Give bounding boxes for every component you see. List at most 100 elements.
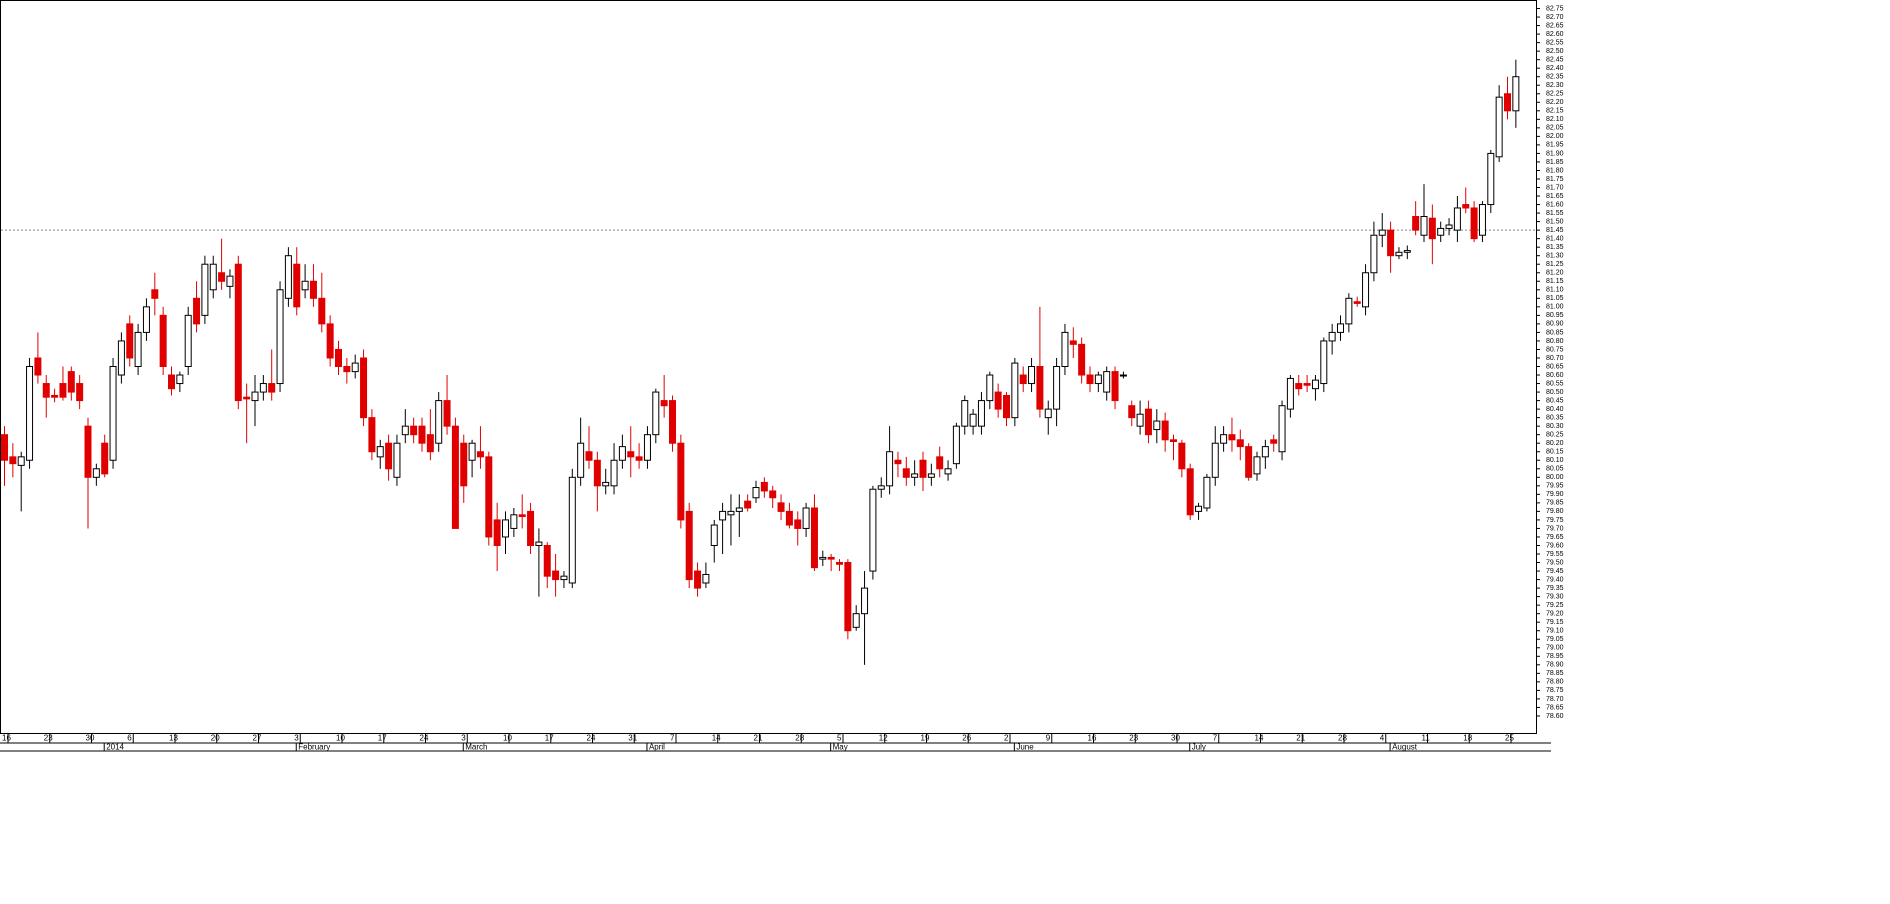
x-tick-label: 5 [837, 734, 842, 743]
y-tick-label: 79.25 [1546, 602, 1564, 609]
candle-body [919, 459, 927, 478]
candle-body [643, 434, 651, 461]
candle-body [9, 456, 17, 465]
plot-frame [0, 0, 1537, 734]
y-tick-label: 79.95 [1546, 483, 1564, 490]
y-tick-label: 79.50 [1546, 559, 1564, 566]
candle-body [193, 297, 201, 325]
y-tick-label: 82.45 [1546, 57, 1564, 64]
candle-body [702, 573, 710, 584]
candle-body [426, 434, 434, 453]
candle-body [1053, 366, 1061, 410]
candle-body [1462, 204, 1470, 209]
candle-body [769, 490, 777, 499]
candle-body [1495, 96, 1503, 158]
candle-body [435, 400, 443, 444]
candle-body [1445, 224, 1453, 229]
candle-body [568, 476, 576, 584]
x-tick-label: 23 [1129, 734, 1138, 743]
candle-body [1295, 383, 1303, 390]
candle-body [810, 507, 818, 569]
candle-body [318, 297, 326, 325]
y-tick-label: 82.60 [1546, 31, 1564, 38]
candle-body [1236, 439, 1244, 448]
candle-body [744, 500, 752, 509]
month-label: February [298, 743, 330, 752]
candle-body [502, 519, 509, 538]
candle-body [685, 510, 693, 581]
candle-body [67, 371, 75, 393]
candle-body [1094, 374, 1102, 385]
candle-body [1061, 331, 1069, 368]
y-tick-label: 80.60 [1546, 372, 1564, 379]
y-tick-label: 80.45 [1546, 397, 1564, 404]
x-tick-label: 26 [962, 734, 971, 743]
candle-body [618, 446, 626, 461]
candle-body [360, 357, 368, 419]
candle-body [535, 541, 543, 546]
candle-body [234, 263, 242, 402]
x-tick-label: 14 [712, 734, 721, 743]
candle-body [1011, 362, 1019, 419]
candle-body [977, 400, 985, 427]
month-label: March [465, 743, 487, 752]
month-label: May [833, 743, 848, 752]
candle-body [819, 556, 827, 560]
candle-body [393, 442, 401, 478]
x-tick-label: 24 [420, 734, 429, 743]
candle-body [1428, 217, 1436, 240]
x-tick-label: 24 [587, 734, 596, 743]
y-tick-label: 80.95 [1546, 312, 1564, 319]
candle-body [952, 425, 960, 465]
candle-body [1211, 442, 1219, 478]
x-tick-label: 28 [1338, 734, 1347, 743]
candle-body [1412, 215, 1420, 231]
candle-body [418, 425, 426, 444]
candle-body [126, 323, 134, 359]
y-tick-label: 79.75 [1546, 517, 1564, 524]
candle-body [443, 400, 451, 427]
y-tick-label: 81.70 [1546, 184, 1564, 191]
y-tick-label: 78.90 [1546, 662, 1564, 669]
x-tick-label: 30 [1171, 734, 1180, 743]
x-tick-label: 18 [1463, 734, 1472, 743]
candle-body [1028, 366, 1036, 385]
candle-body [694, 570, 702, 589]
candle-body [1111, 371, 1119, 402]
candle-body [493, 519, 501, 546]
y-tick-label: 79.55 [1546, 551, 1564, 558]
y-tick-label: 79.10 [1546, 628, 1564, 635]
y-tick-label: 81.50 [1546, 218, 1564, 225]
candle-body [961, 400, 969, 427]
candle-body [142, 306, 150, 333]
x-tick-label: 10 [336, 734, 345, 743]
y-tick-label: 82.25 [1546, 91, 1564, 98]
candle-body [259, 383, 267, 393]
candle-body [969, 413, 977, 427]
candle-body [886, 451, 894, 487]
candle-body [1395, 251, 1403, 257]
y-tick-label: 81.80 [1546, 167, 1564, 174]
candle-body [1178, 442, 1186, 470]
candle-body [577, 442, 585, 478]
x-tick-label: 27 [253, 734, 262, 743]
candle-body [201, 263, 209, 316]
candle-body [1320, 340, 1328, 385]
x-tick-label: 13 [169, 734, 178, 743]
candle-body [485, 456, 493, 538]
y-tick-label: 81.90 [1546, 150, 1564, 157]
y-tick-label: 82.30 [1546, 82, 1564, 89]
candle-body [309, 280, 317, 299]
candle-body [343, 366, 351, 373]
y-tick-label: 82.15 [1546, 108, 1564, 115]
candle-body [184, 314, 192, 368]
candle-body [602, 481, 610, 487]
candle-body [986, 374, 994, 402]
y-tick-label: 81.65 [1546, 193, 1564, 200]
month-label: August [1392, 743, 1418, 752]
candle-body [1362, 272, 1370, 308]
y-tick-label: 80.90 [1546, 321, 1564, 328]
candle-body [1186, 468, 1194, 516]
candle-body [836, 562, 843, 565]
